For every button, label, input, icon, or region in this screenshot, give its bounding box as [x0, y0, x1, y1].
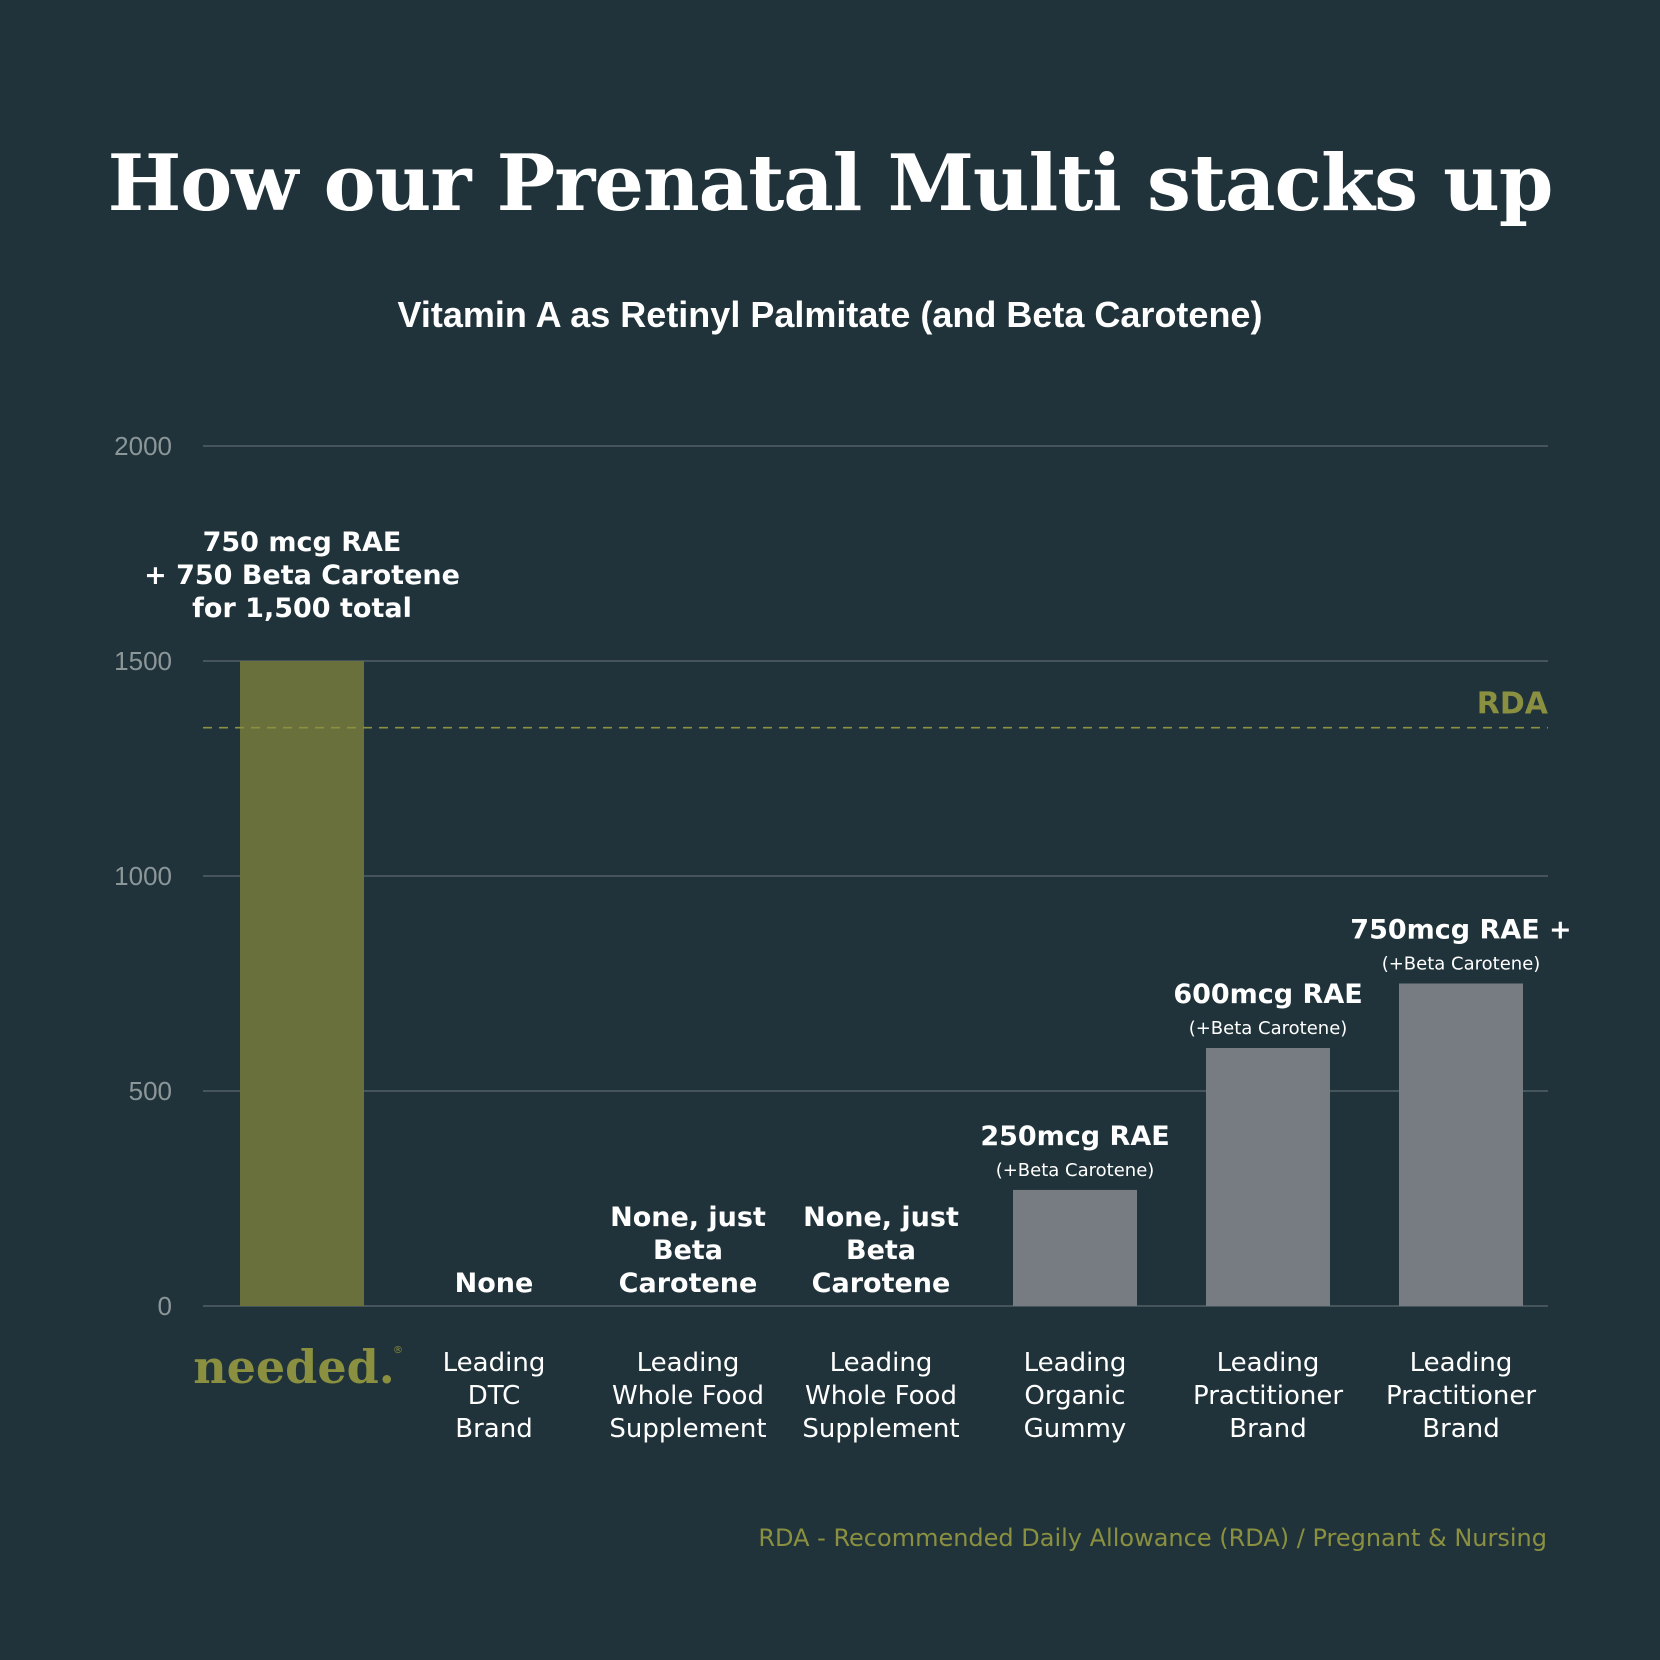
category-label: Leading	[830, 1348, 933, 1378]
y-tick-label: 1500	[114, 646, 172, 676]
y-tick-label: 0	[158, 1291, 172, 1321]
data-label: + 750 Beta Carotene	[144, 560, 460, 591]
bar	[1399, 983, 1523, 1306]
category-label: Brand	[1422, 1414, 1499, 1444]
category-label: Leading	[1217, 1348, 1320, 1378]
category-label: Practitioner	[1193, 1381, 1343, 1411]
category-label: DTC	[468, 1381, 521, 1411]
category-label: Brand	[1229, 1414, 1306, 1444]
bar	[1206, 1048, 1330, 1306]
data-label: Carotene	[812, 1268, 951, 1299]
data-label: Beta	[846, 1235, 916, 1266]
footnote: RDA - Recommended Daily Allowance (RDA) …	[758, 1524, 1547, 1552]
category-label: Supplement	[609, 1414, 766, 1444]
category-label: Leading	[1024, 1348, 1127, 1378]
data-label: None, just	[610, 1202, 766, 1233]
data-label: Beta	[653, 1235, 723, 1266]
data-label: 750mcg RAE +	[1350, 915, 1571, 946]
category-label: Leading	[443, 1348, 546, 1378]
y-tick-label: 1000	[114, 861, 172, 891]
data-label: None, just	[803, 1202, 959, 1233]
category-label: Practitioner	[1386, 1381, 1536, 1411]
data-label-sub: (+Beta Carotene)	[1189, 1018, 1348, 1039]
data-label: None	[455, 1268, 534, 1299]
data-label: for 1,500 total	[192, 593, 412, 624]
rda-label: RDA	[1477, 687, 1549, 722]
data-label: 750 mcg RAE	[203, 527, 402, 558]
data-label: Carotene	[619, 1268, 758, 1299]
data-label-sub: (+Beta Carotene)	[1382, 954, 1541, 975]
data-label-sub: (+Beta Carotene)	[996, 1160, 1155, 1181]
brand-logo: needed.	[193, 1340, 395, 1394]
category-label: Leading	[637, 1348, 740, 1378]
bar	[1013, 1189, 1137, 1306]
category-label: Whole Food	[612, 1381, 764, 1411]
registered-mark-icon: ®	[393, 1345, 403, 1356]
data-label: 600mcg RAE	[1173, 979, 1362, 1010]
category-label: Organic	[1024, 1381, 1125, 1411]
category-label: Leading	[1410, 1348, 1513, 1378]
y-tick-label: 500	[129, 1076, 172, 1106]
y-tick-label: 2000	[114, 431, 172, 461]
category-label: Gummy	[1024, 1414, 1127, 1444]
category-label: Whole Food	[805, 1381, 957, 1411]
data-label: 250mcg RAE	[980, 1121, 1169, 1152]
bar	[240, 661, 364, 1306]
chart-subtitle: Vitamin A as Retinyl Palmitate (and Beta…	[397, 294, 1263, 335]
chart-title: How our Prenatal Multi stacks up	[107, 138, 1554, 229]
category-label: Brand	[455, 1414, 532, 1444]
category-label: Supplement	[802, 1414, 959, 1444]
